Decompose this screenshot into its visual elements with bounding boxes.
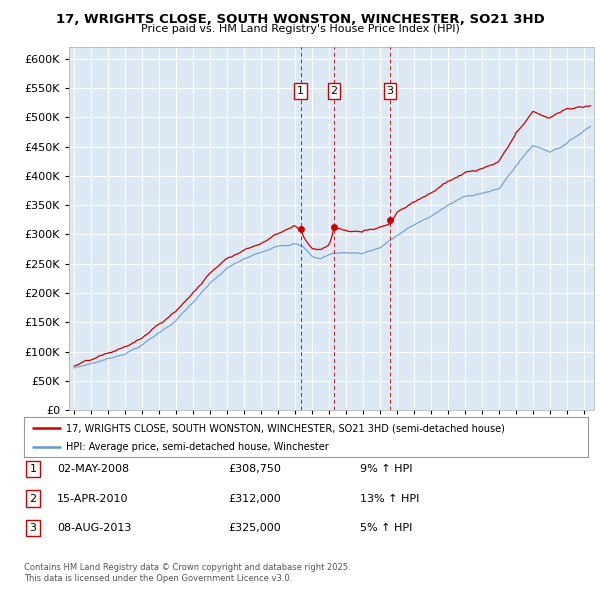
Text: 2: 2: [29, 494, 37, 503]
Text: 3: 3: [29, 523, 37, 533]
Text: HPI: Average price, semi-detached house, Winchester: HPI: Average price, semi-detached house,…: [66, 442, 329, 452]
Text: 5% ↑ HPI: 5% ↑ HPI: [360, 523, 412, 533]
Text: Contains HM Land Registry data © Crown copyright and database right 2025.: Contains HM Land Registry data © Crown c…: [24, 563, 350, 572]
Text: Price paid vs. HM Land Registry's House Price Index (HPI): Price paid vs. HM Land Registry's House …: [140, 24, 460, 34]
Text: 3: 3: [386, 86, 394, 96]
Text: £312,000: £312,000: [228, 494, 281, 503]
Text: £308,750: £308,750: [228, 464, 281, 474]
Text: 1: 1: [29, 464, 37, 474]
Text: 2: 2: [331, 86, 337, 96]
Text: 13% ↑ HPI: 13% ↑ HPI: [360, 494, 419, 503]
Text: 08-AUG-2013: 08-AUG-2013: [57, 523, 131, 533]
Text: 17, WRIGHTS CLOSE, SOUTH WONSTON, WINCHESTER, SO21 3HD: 17, WRIGHTS CLOSE, SOUTH WONSTON, WINCHE…: [56, 13, 544, 26]
Text: 9% ↑ HPI: 9% ↑ HPI: [360, 464, 413, 474]
Text: 1: 1: [297, 86, 304, 96]
Text: This data is licensed under the Open Government Licence v3.0.: This data is licensed under the Open Gov…: [24, 574, 292, 583]
Text: 17, WRIGHTS CLOSE, SOUTH WONSTON, WINCHESTER, SO21 3HD (semi-detached house): 17, WRIGHTS CLOSE, SOUTH WONSTON, WINCHE…: [66, 424, 505, 434]
Text: £325,000: £325,000: [228, 523, 281, 533]
Text: 15-APR-2010: 15-APR-2010: [57, 494, 128, 503]
Text: 02-MAY-2008: 02-MAY-2008: [57, 464, 129, 474]
